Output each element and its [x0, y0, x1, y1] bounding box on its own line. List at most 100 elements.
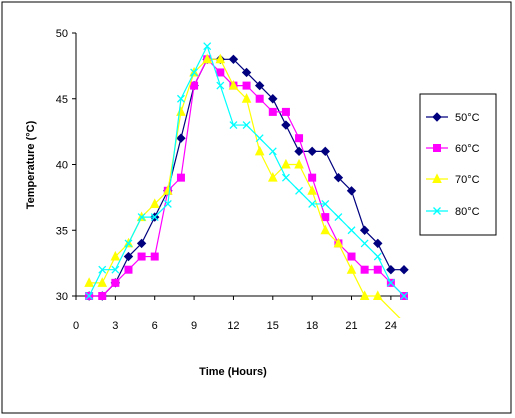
data-point	[111, 278, 120, 287]
data-point	[307, 185, 317, 195]
data-point	[334, 213, 343, 222]
data-point	[294, 158, 304, 169]
data-point	[98, 265, 107, 274]
legend: 50°C 60°C 70°C 80°C	[419, 93, 497, 236]
data-point	[347, 226, 356, 235]
data-point	[255, 134, 264, 143]
legend-label: 60°C	[455, 143, 480, 155]
y-tick-label: 40	[56, 160, 68, 172]
y-tick-label: 35	[56, 225, 68, 237]
data-point	[400, 292, 408, 300]
data-point	[241, 67, 252, 78]
data-point	[254, 145, 265, 156]
legend-item: 60°C	[426, 143, 480, 155]
data-point	[295, 186, 303, 195]
data-point	[85, 292, 94, 300]
data-point	[359, 225, 370, 235]
legend-item: 80°C	[426, 206, 480, 218]
x-tick-label: 9	[191, 320, 197, 332]
data-point	[176, 173, 185, 182]
x-tick-label: 0	[73, 320, 79, 332]
data-point	[229, 121, 238, 130]
x-tick-label: 21	[345, 320, 357, 332]
x-tick-label: 12	[227, 320, 239, 332]
data-point	[372, 290, 383, 300]
legend-label: 70°C	[455, 174, 480, 186]
data-point	[98, 292, 107, 300]
data-point	[136, 238, 147, 249]
x-tick-label: 24	[385, 320, 397, 332]
series-4	[85, 42, 408, 300]
data-point	[360, 239, 369, 248]
data-point	[294, 146, 304, 157]
data-point	[110, 250, 121, 261]
data-point	[281, 158, 291, 169]
data-point	[215, 53, 226, 64]
data-point	[254, 80, 265, 91]
data-point	[346, 264, 357, 274]
data-point	[163, 199, 172, 208]
data-point	[268, 147, 277, 156]
legend-label: 50°C	[455, 112, 480, 124]
data-point	[308, 199, 317, 208]
x-tick-label: 3	[112, 320, 118, 332]
y-axis-title: Temperature (°C)	[25, 120, 37, 209]
data-point	[308, 173, 317, 182]
data-point	[320, 146, 330, 157]
data-point	[228, 79, 239, 90]
data-point	[137, 252, 146, 261]
data-point	[373, 252, 382, 261]
data-point	[124, 239, 133, 248]
legend-marker	[432, 112, 442, 122]
data-point	[267, 172, 278, 182]
data-point	[97, 277, 108, 287]
data-point	[333, 172, 344, 183]
x-axis-title: Time (Hours)	[199, 366, 267, 378]
data-point	[216, 81, 225, 90]
data-point	[228, 54, 239, 65]
data-point	[242, 121, 251, 130]
legend-marker	[432, 173, 442, 183]
data-point	[281, 120, 291, 130]
legend-item: 70°C	[426, 173, 480, 186]
legend-marker	[433, 144, 441, 152]
x-tick-label: 18	[306, 320, 318, 332]
data-point	[150, 252, 159, 261]
data-point	[190, 81, 199, 90]
data-point	[281, 173, 290, 182]
data-point	[347, 252, 356, 261]
data-point	[321, 199, 330, 208]
data-point	[203, 42, 212, 51]
data-point	[320, 224, 331, 235]
data-point	[333, 237, 344, 248]
legend-item: 50°C	[426, 112, 480, 124]
data-point	[190, 68, 199, 77]
data-point	[373, 238, 383, 249]
data-point	[241, 93, 252, 103]
data-point	[373, 265, 382, 274]
x-tick-label: 6	[152, 320, 158, 332]
data-point	[149, 198, 160, 208]
data-point	[84, 277, 94, 287]
data-point	[255, 94, 264, 103]
data-point	[307, 146, 317, 157]
axes: 30 35 40 45 50 0 3 6 9 12 15 18 21 24	[56, 28, 404, 332]
data-point	[295, 134, 304, 143]
data-point	[123, 251, 134, 262]
y-tick-label: 50	[56, 28, 68, 40]
data-point	[359, 290, 370, 300]
data-point	[124, 265, 133, 274]
data-point	[321, 213, 330, 222]
data-point	[176, 133, 186, 143]
series-layer	[84, 42, 409, 318]
data-point	[346, 186, 357, 196]
data-point	[242, 81, 251, 90]
y-tick-label: 45	[56, 94, 68, 106]
data-point	[216, 68, 225, 77]
data-point	[111, 265, 120, 274]
data-point	[268, 94, 278, 104]
legend-marker	[433, 207, 441, 215]
x-tick-label: 15	[267, 320, 279, 332]
data-point	[177, 94, 185, 103]
